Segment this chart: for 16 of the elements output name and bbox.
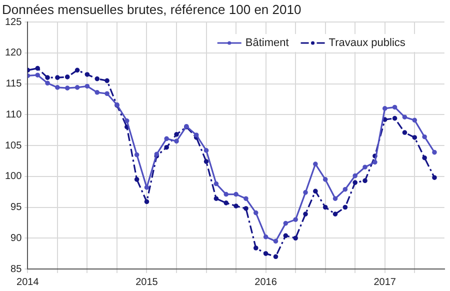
y-tick-label: 85 [10, 264, 22, 275]
y-tick-label: 110 [6, 109, 22, 120]
x-tick-label: 2017 [374, 276, 396, 288]
legend-label: Travaux publics [328, 37, 406, 50]
y-tick-label: 115 [6, 78, 22, 90]
x-tick-label: 2016 [254, 276, 278, 288]
y-tick-label: 95 [10, 202, 22, 213]
y-tick-label: 100 [4, 171, 22, 182]
legend-label: Bâtiment [245, 37, 289, 50]
y-tick-label: 105 [4, 140, 22, 152]
y-tick-label: 90 [10, 232, 22, 244]
y-tick-label: 120 [4, 48, 22, 59]
chart-title: Données mensuelles brutes, référence 100 en 2010 [2, 2, 302, 17]
y-tick-label: 125 [4, 16, 22, 28]
x-tick-label: 2015 [136, 276, 158, 288]
x-tick-label: 2014 [16, 276, 40, 288]
